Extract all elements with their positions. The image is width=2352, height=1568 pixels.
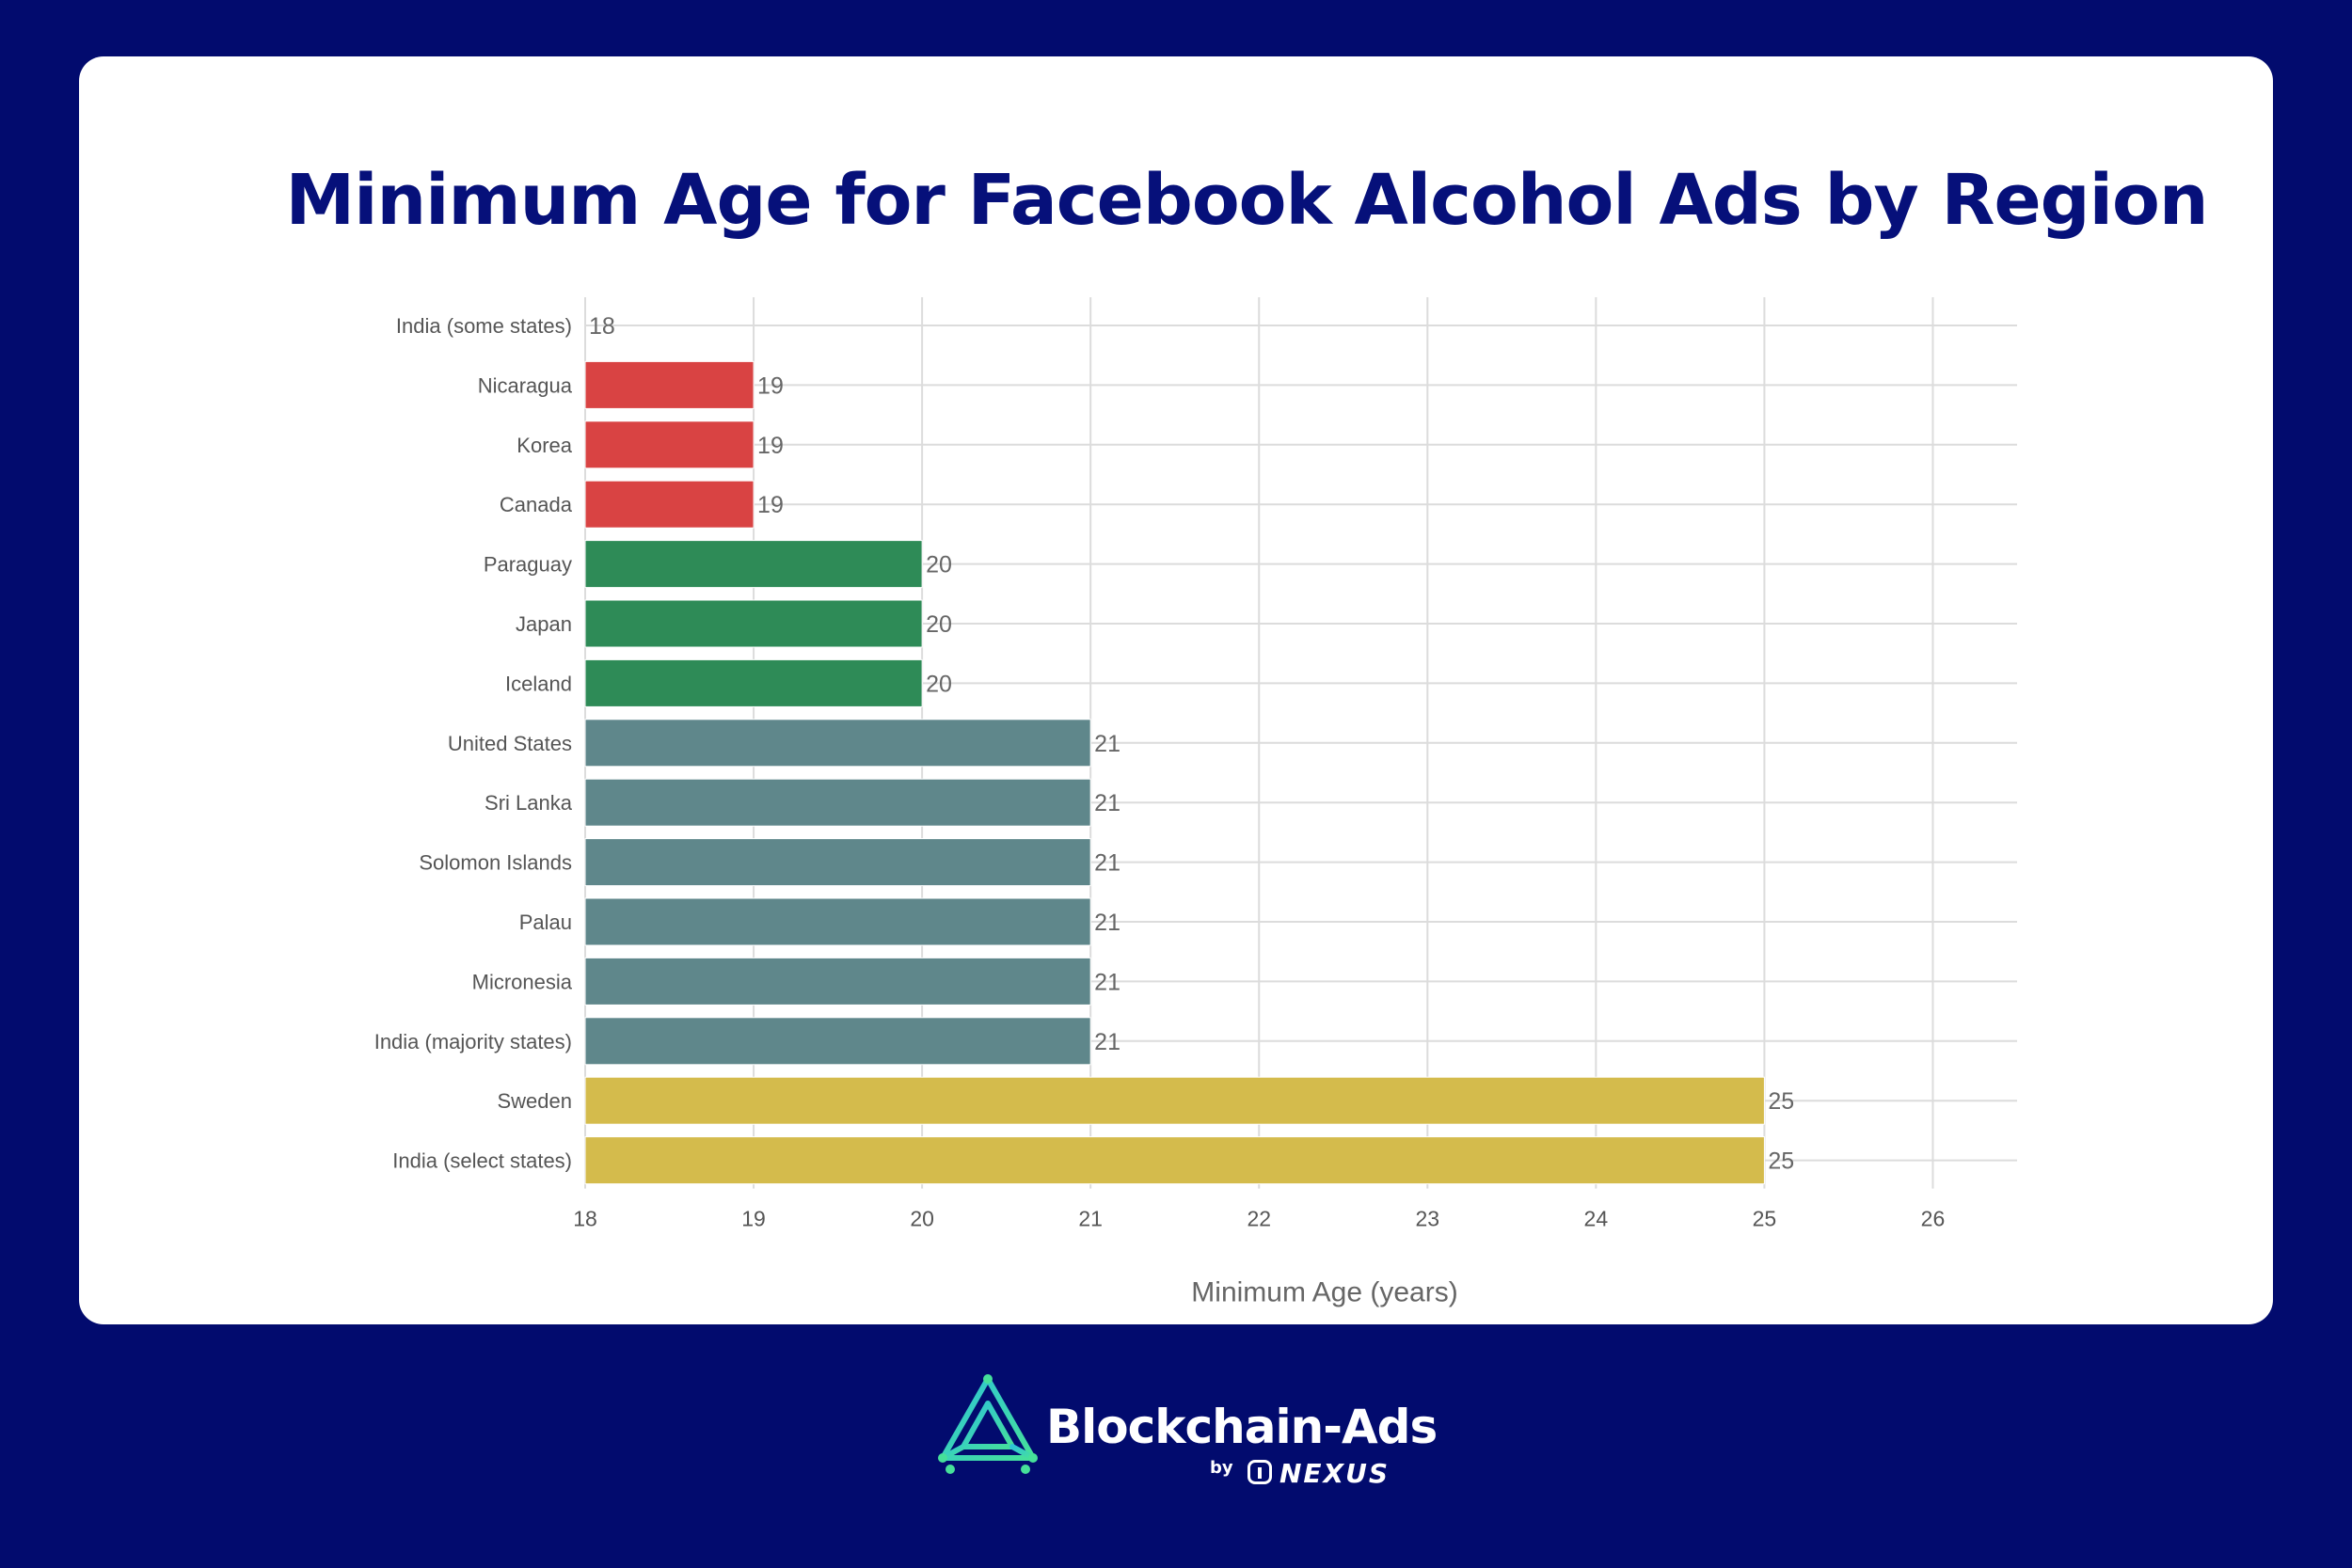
bar-value-label: 20 <box>926 611 952 638</box>
brand-footer: Blockchain-Ads by NEXUS <box>931 1371 1458 1494</box>
chart-card: Minimum Age for Facebook Alcohol Ads by … <box>79 56 2273 1324</box>
y-category-label: Micronesia <box>472 970 573 993</box>
y-category-label: Iceland <box>505 672 572 695</box>
y-category-label: Nicaragua <box>478 373 573 397</box>
bar-value-label: 18 <box>589 313 615 340</box>
x-tick-label: 20 <box>910 1207 934 1231</box>
y-category-label: Solomon Islands <box>419 851 572 875</box>
x-tick-label: 18 <box>573 1207 597 1231</box>
brand-by-text: by <box>1210 1458 1233 1478</box>
bar <box>584 838 1091 887</box>
bar <box>584 957 1091 1006</box>
y-category-label: United States <box>448 732 572 755</box>
brand-name: Blockchain-Ads <box>1046 1400 1438 1454</box>
bar-value-label: 21 <box>1094 969 1120 995</box>
y-category-label: India (majority states) <box>374 1030 572 1053</box>
x-tick-label: 22 <box>1247 1207 1271 1231</box>
y-category-label: Palau <box>519 911 572 934</box>
bar <box>584 599 923 648</box>
bar-chart: 18 19 20 21 22 23 24 25 26 18 India (some states) 1… <box>374 297 2017 1308</box>
bar <box>584 540 923 589</box>
bar-value-label: 21 <box>1094 910 1120 936</box>
bar <box>584 897 1091 946</box>
y-category-label: Sweden <box>497 1089 572 1113</box>
bar <box>584 420 755 469</box>
bar-value-label: 21 <box>1094 850 1120 877</box>
blockchain-ads-logo-icon <box>938 1374 1038 1474</box>
bar <box>584 360 755 409</box>
y-category-label: India (some states) <box>396 314 572 338</box>
nexus-logo-icon <box>1248 1460 1272 1484</box>
bar <box>584 719 1091 768</box>
x-axis-title: Minimum Age (years) <box>1191 1277 1457 1308</box>
y-category-label: India (select states) <box>392 1149 572 1173</box>
bar-value-label: 21 <box>1094 1029 1120 1055</box>
y-category-label: Sri Lanka <box>485 791 573 815</box>
y-category-label: Korea <box>516 434 572 457</box>
x-tick-label: 25 <box>1753 1207 1777 1231</box>
chart-title: Minimum Age for Facebook Alcohol Ads by … <box>285 160 2208 241</box>
brand-partner-name: NEXUS <box>1279 1458 1391 1489</box>
bar-value-label: 19 <box>757 433 784 459</box>
bar-value-label: 25 <box>1768 1088 1794 1115</box>
x-tick-label: 24 <box>1584 1207 1609 1231</box>
bar-value-label: 19 <box>757 492 784 518</box>
bar <box>584 1136 1765 1185</box>
y-category-label: Canada <box>500 493 573 516</box>
bar <box>584 1076 1765 1125</box>
x-tick-label: 21 <box>1078 1207 1103 1231</box>
x-tick-label: 19 <box>741 1207 766 1231</box>
bar-value-label: 25 <box>1768 1148 1794 1175</box>
bar-value-label: 21 <box>1094 731 1120 757</box>
y-category-label: Paraguay <box>484 553 572 577</box>
bar-value-label: 20 <box>926 671 952 697</box>
bar-value-label: 19 <box>757 372 784 399</box>
y-category-label: Japan <box>516 612 572 636</box>
bar <box>584 480 755 529</box>
bar <box>584 778 1091 827</box>
bar <box>584 658 923 707</box>
bar-value-label: 20 <box>926 552 952 578</box>
x-tick-label: 23 <box>1415 1207 1439 1231</box>
bar <box>584 1017 1091 1066</box>
x-tick-label: 26 <box>1921 1207 1946 1231</box>
bar-value-label: 21 <box>1094 790 1120 816</box>
